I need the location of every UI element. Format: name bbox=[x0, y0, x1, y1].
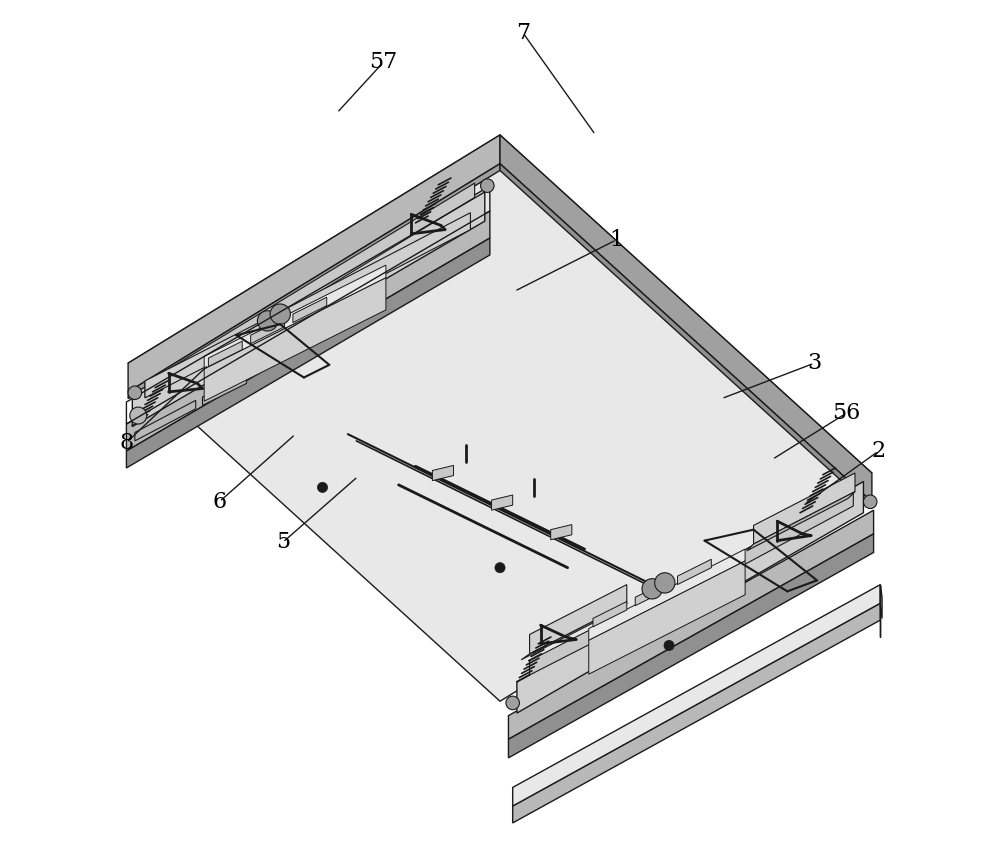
Polygon shape bbox=[202, 375, 246, 405]
Polygon shape bbox=[204, 265, 386, 369]
Polygon shape bbox=[500, 164, 872, 509]
Circle shape bbox=[506, 696, 519, 710]
Polygon shape bbox=[513, 603, 880, 823]
Polygon shape bbox=[530, 584, 627, 654]
Polygon shape bbox=[635, 580, 669, 605]
Circle shape bbox=[130, 407, 147, 424]
Circle shape bbox=[664, 640, 674, 650]
Polygon shape bbox=[880, 584, 882, 618]
Polygon shape bbox=[432, 466, 454, 481]
Text: 3: 3 bbox=[807, 352, 822, 374]
Polygon shape bbox=[293, 297, 327, 322]
Polygon shape bbox=[492, 495, 513, 510]
Polygon shape bbox=[128, 164, 500, 399]
Circle shape bbox=[495, 562, 505, 572]
Polygon shape bbox=[530, 563, 720, 675]
Text: 56: 56 bbox=[832, 402, 861, 424]
Polygon shape bbox=[754, 473, 855, 544]
Circle shape bbox=[863, 495, 877, 509]
Polygon shape bbox=[589, 561, 745, 674]
Polygon shape bbox=[135, 400, 196, 441]
Polygon shape bbox=[517, 482, 863, 713]
Polygon shape bbox=[747, 492, 855, 551]
Text: 7: 7 bbox=[516, 22, 530, 43]
Circle shape bbox=[128, 386, 142, 399]
Text: 1: 1 bbox=[610, 229, 624, 251]
Polygon shape bbox=[513, 584, 880, 806]
Text: 8: 8 bbox=[119, 432, 134, 454]
Polygon shape bbox=[551, 525, 572, 540]
Polygon shape bbox=[251, 318, 284, 343]
Polygon shape bbox=[126, 211, 490, 451]
Polygon shape bbox=[145, 183, 475, 398]
Text: 57: 57 bbox=[369, 51, 397, 73]
Polygon shape bbox=[677, 559, 711, 584]
Polygon shape bbox=[132, 189, 485, 427]
Polygon shape bbox=[521, 604, 627, 660]
Polygon shape bbox=[128, 135, 500, 392]
Circle shape bbox=[257, 310, 278, 331]
Circle shape bbox=[642, 578, 662, 599]
Circle shape bbox=[481, 179, 494, 192]
Polygon shape bbox=[289, 213, 470, 324]
Text: 6: 6 bbox=[212, 491, 226, 513]
Circle shape bbox=[270, 304, 290, 324]
Polygon shape bbox=[204, 278, 386, 401]
Polygon shape bbox=[720, 492, 853, 577]
Polygon shape bbox=[508, 510, 874, 739]
Circle shape bbox=[317, 483, 328, 493]
Text: 5: 5 bbox=[276, 532, 290, 554]
Polygon shape bbox=[128, 135, 872, 701]
Polygon shape bbox=[500, 135, 872, 502]
Polygon shape bbox=[593, 601, 627, 627]
Polygon shape bbox=[145, 307, 289, 398]
Polygon shape bbox=[589, 550, 745, 640]
Circle shape bbox=[655, 572, 675, 593]
Text: 2: 2 bbox=[872, 440, 886, 462]
Polygon shape bbox=[508, 534, 874, 758]
Polygon shape bbox=[208, 341, 242, 366]
Polygon shape bbox=[126, 238, 490, 468]
